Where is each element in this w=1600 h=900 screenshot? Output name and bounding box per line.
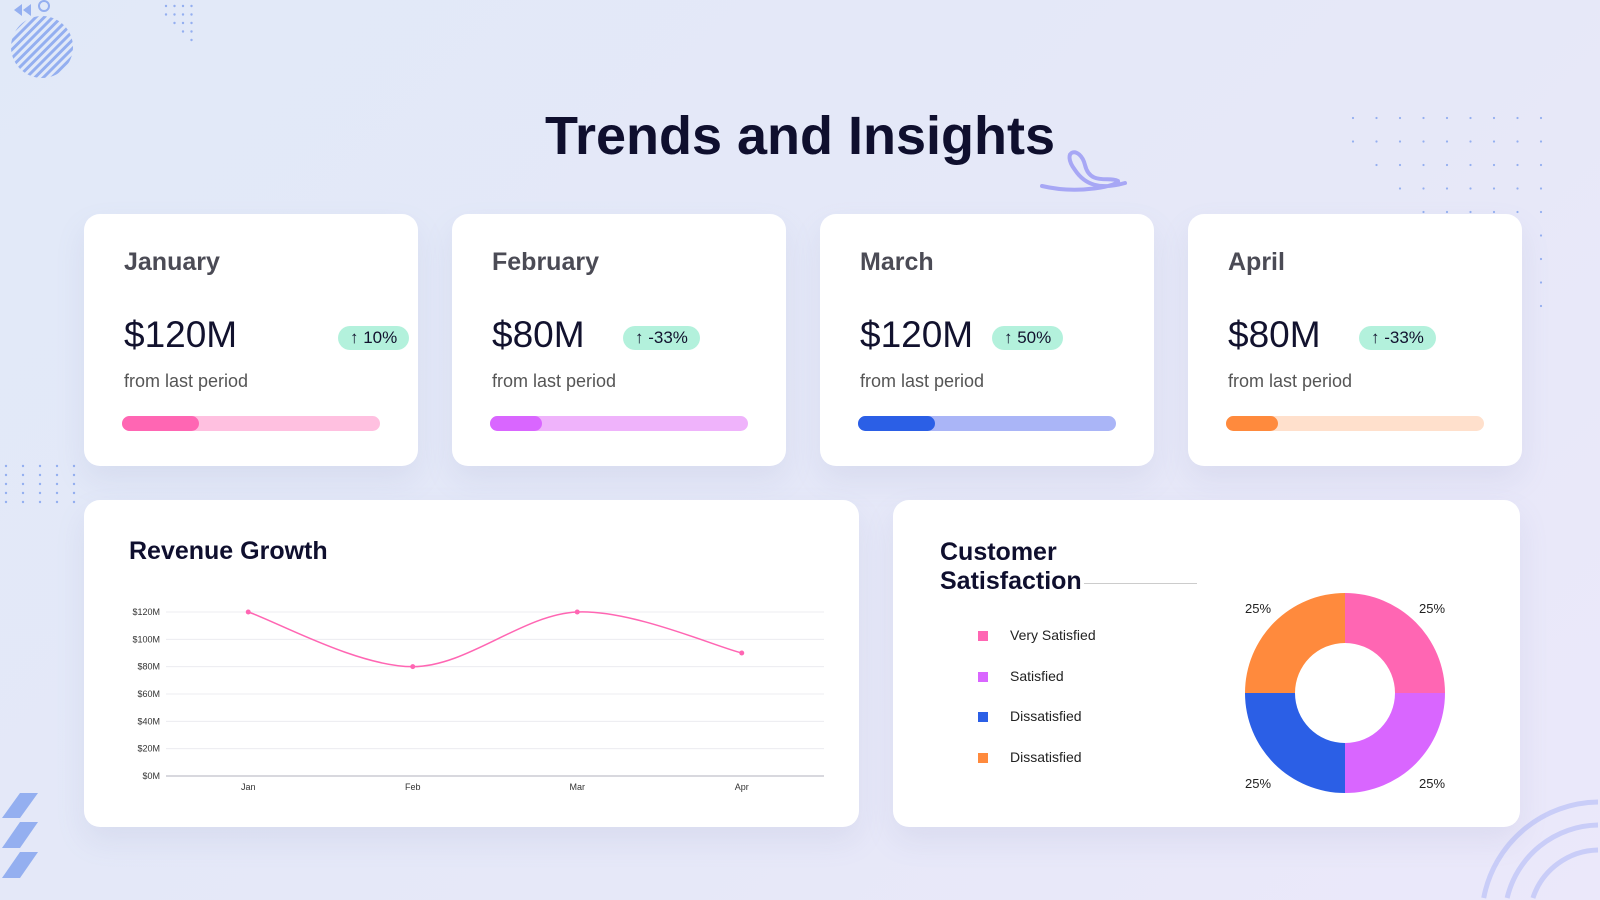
y-tick-label: $80M	[137, 662, 160, 672]
donut-slice[interactable]	[1245, 593, 1345, 693]
dot-grid-decoration	[4, 4, 1543, 504]
progress-bar	[1226, 416, 1484, 431]
donut-slice[interactable]	[1245, 693, 1345, 793]
page-title: Trends and Insights	[544, 106, 1056, 166]
legend-swatch	[978, 752, 988, 763]
kpi-card-april: April $80M ↑ -33% from last period	[1188, 214, 1522, 466]
kpi-month: April	[1228, 248, 1285, 276]
legend-label: Dissatisfied	[1010, 708, 1082, 724]
x-tick-label: Apr	[735, 782, 749, 792]
kpi-month: January	[124, 248, 220, 276]
y-tick-label: $0M	[142, 771, 160, 781]
progress-fill	[1226, 416, 1278, 431]
change-badge: ↑ 10%	[338, 326, 410, 350]
kpi-subtitle: from last period	[1228, 371, 1353, 391]
data-point[interactable]	[574, 609, 580, 615]
slice-percent-label: 25%	[1245, 776, 1272, 791]
kpi-value: $80M	[1228, 314, 1321, 355]
progress-bar	[490, 416, 748, 431]
legend-item: Dissatisfied	[978, 707, 1178, 727]
customer-satisfaction-title: Customer Satisfaction	[940, 538, 1082, 595]
legend-item: Satisfied	[978, 667, 1178, 687]
squiggle-decoration	[1040, 150, 1127, 192]
legend-label: Dissatisfied	[1010, 748, 1082, 765]
kpi-card-january: January $120M ↑ 10% from last period	[84, 214, 418, 466]
data-point[interactable]	[739, 650, 745, 656]
progress-fill	[490, 416, 542, 431]
legend-label: Satisfied	[1010, 667, 1064, 684]
arc-decoration	[1481, 799, 1599, 899]
kpi-subtitle: from last period	[492, 371, 617, 391]
legend-swatch	[978, 671, 988, 682]
revenue-series-line	[248, 611, 742, 668]
slice-percent-label: 25%	[1419, 776, 1446, 791]
zigzag-decoration	[2, 793, 38, 878]
revenue-growth-title: Revenue Growth	[129, 537, 328, 565]
legend-label: Very Satisfied	[1010, 627, 1096, 643]
change-badge: ↑ -33%	[1359, 326, 1436, 350]
legend-item: Dissatisfied	[978, 748, 1178, 768]
rewind-icon-decoration	[14, 4, 22, 16]
kpi-value: $120M	[860, 314, 974, 355]
data-point[interactable]	[410, 664, 416, 670]
change-badge: ↑ -33%	[623, 326, 700, 350]
legend-item: Very Satisfied	[978, 626, 1178, 646]
progress-fill	[122, 416, 200, 431]
y-tick-label: $100M	[132, 634, 160, 644]
x-tick-label: Jan	[241, 782, 256, 792]
y-tick-label: $20M	[137, 744, 160, 754]
donut-slice[interactable]	[1345, 593, 1445, 693]
x-tick-label: Mar	[570, 782, 586, 792]
y-tick-label: $40M	[137, 716, 160, 726]
kpi-month: February	[492, 248, 599, 276]
progress-bar	[122, 416, 380, 431]
kpi-value: $80M	[492, 314, 585, 355]
kpi-subtitle: from last period	[860, 371, 985, 391]
progress-bar	[858, 416, 1116, 431]
title-divider	[1084, 583, 1197, 584]
kpi-month: March	[860, 248, 934, 276]
striped-circle-decoration	[11, 16, 73, 78]
slice-percent-label: 25%	[1245, 601, 1272, 616]
legend-swatch	[978, 712, 988, 722]
kpi-card-february: February $80M ↑ -33% from last period	[452, 214, 786, 466]
kpi-value: $120M	[124, 314, 238, 355]
change-badge: ↑ 50%	[992, 326, 1064, 350]
kpi-card-march: March $120M ↑ 50% from last period	[820, 214, 1154, 466]
slice-percent-label: 25%	[1419, 601, 1446, 616]
data-point[interactable]	[245, 609, 251, 615]
y-tick-label: $60M	[137, 689, 160, 699]
progress-fill	[858, 416, 936, 431]
x-tick-label: Feb	[405, 782, 421, 792]
kpi-subtitle: from last period	[124, 371, 249, 391]
legend-swatch	[978, 631, 988, 641]
revenue-growth-card: Revenue Growth	[84, 500, 859, 827]
donut-slice[interactable]	[1345, 693, 1445, 793]
y-tick-label: $120M	[132, 607, 160, 617]
